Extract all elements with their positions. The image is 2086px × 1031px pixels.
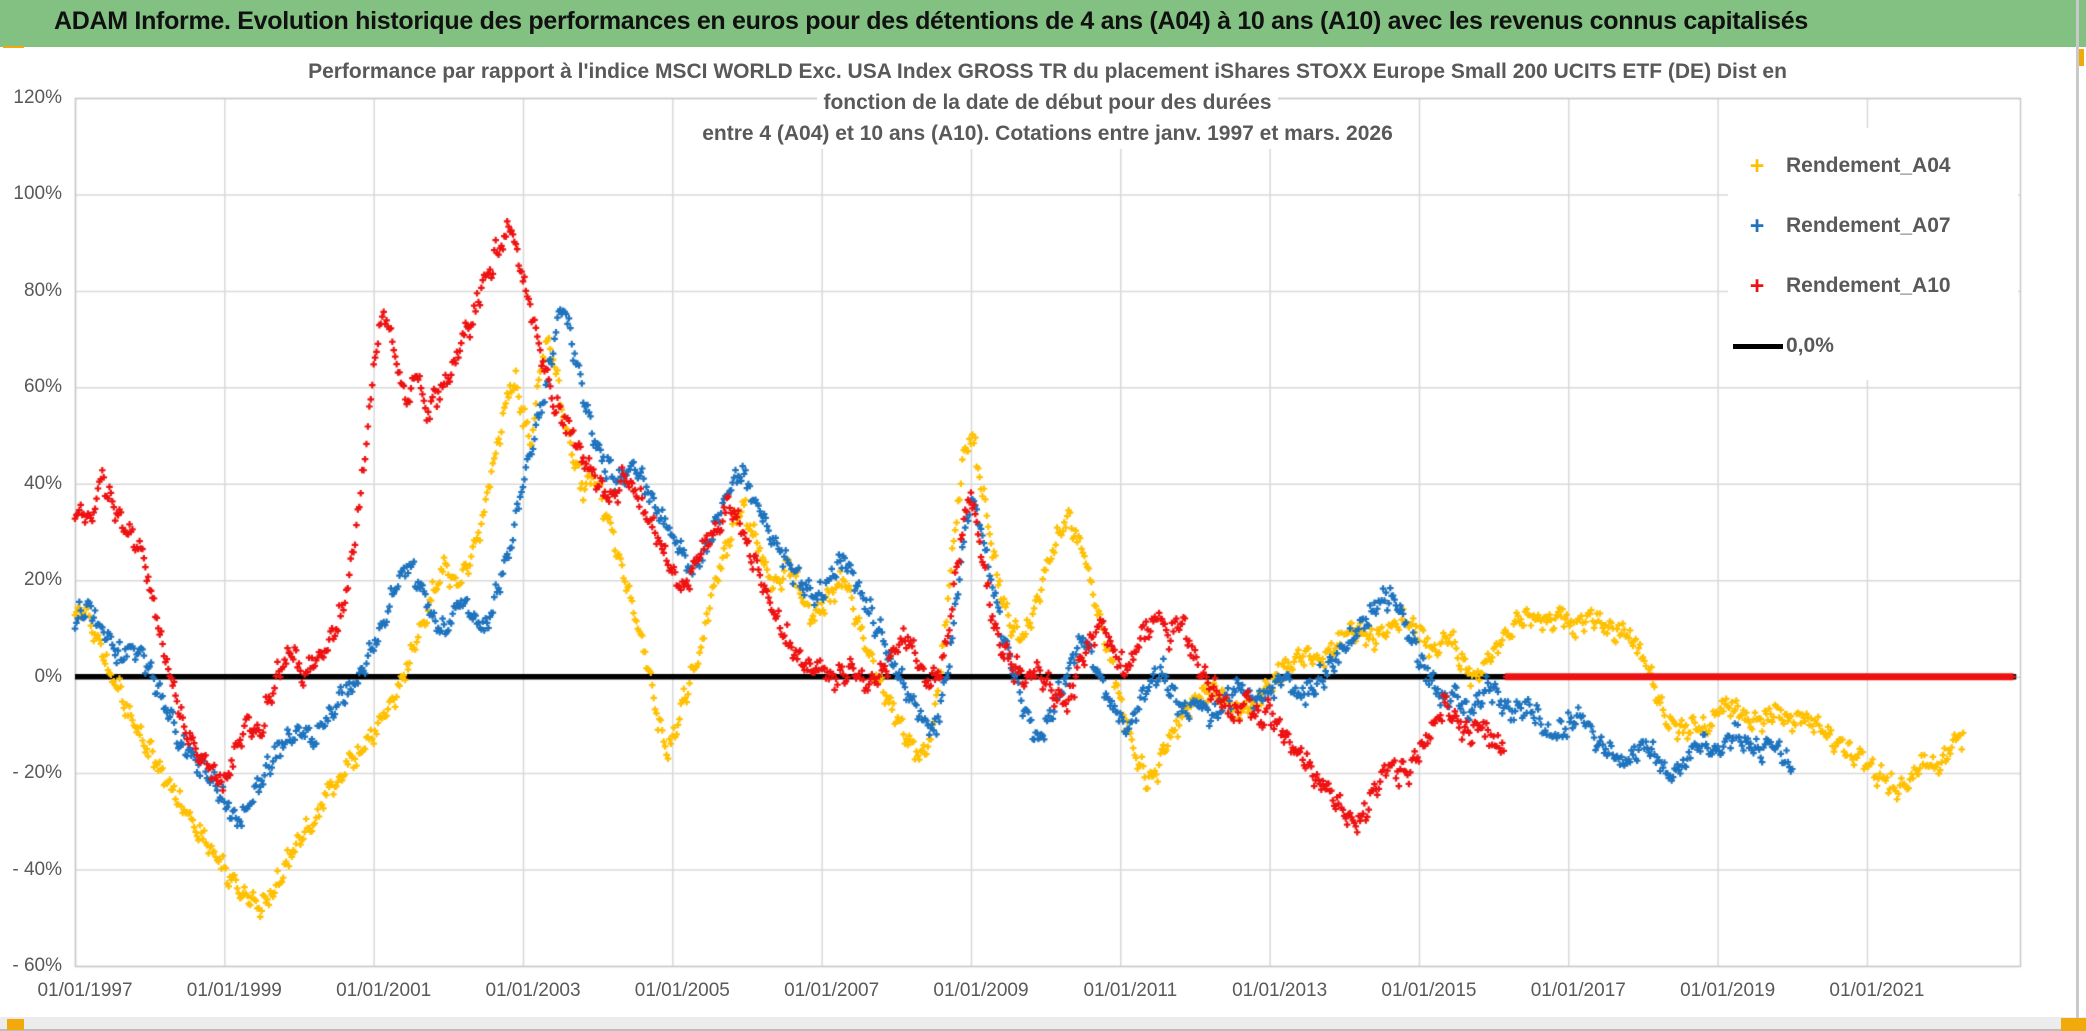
legend-label: Rendement_A04	[1786, 154, 1951, 177]
x-axis-label: 01/01/2001	[336, 980, 432, 1001]
header-bar: ADAM Informe. Evolution historique des p…	[0, 0, 2086, 47]
x-axis-label: 01/01/1997	[37, 980, 133, 1001]
corner-accent-bottom-right	[2061, 1018, 2086, 1031]
chart-title: Performance par rapport à l'indice MSCI …	[75, 56, 2020, 149]
x-axis-label: 01/01/2017	[1530, 980, 1626, 1001]
y-axis-label: 20%	[23, 569, 62, 591]
chart-title-line-3: entre 4 (A04) et 10 ans (A10). Cotations…	[696, 118, 1399, 149]
zero-line-swatch-icon	[1733, 343, 1783, 349]
x-axis-label: 01/01/1999	[186, 980, 282, 1001]
x-axis-label: 01/01/2019	[1680, 980, 1776, 1001]
y-axis: 120% 100% 80% 60% 40% 20% 0% - 20% - 40% - 60%	[0, 48, 66, 1018]
legend-label: Rendement_A07	[1786, 214, 1951, 237]
y-axis-label: 40%	[23, 472, 62, 494]
x-axis: 01/01/1997 01/01/1999 01/01/2001 01/01/2003…	[0, 48, 2076, 1018]
legend-item[interactable]: + Rendement_A04	[1728, 136, 2018, 196]
x-axis-label: 01/01/2015	[1381, 980, 1477, 1001]
x-axis-label: 01/01/2013	[1232, 980, 1328, 1001]
plus-marker-icon: +	[1749, 271, 1765, 300]
y-axis-label: - 60%	[12, 955, 62, 976]
x-axis-label: 01/01/2021	[1829, 980, 1925, 1001]
chart-title-line-2: fonction de la date de début pour des du…	[817, 87, 1278, 118]
chart-title-line-1: Performance par rapport à l'indice MSCI …	[302, 56, 1793, 87]
y-axis-label: 100%	[13, 183, 62, 205]
legend-label: Rendement_A10	[1786, 274, 1951, 297]
y-axis-label: 80%	[23, 279, 62, 301]
plus-marker-icon: +	[1749, 211, 1765, 240]
y-axis-label: 60%	[23, 376, 62, 398]
x-axis-label: 01/01/2011	[1083, 980, 1178, 1001]
chart-legend[interactable]: + Rendement_A04 + Rendement_A07 + Rendement_A…	[1728, 128, 2018, 380]
plus-marker-icon: +	[1749, 151, 1765, 180]
scrollbar-thumb-left[interactable]	[7, 1019, 24, 1030]
window-right-border	[2076, 0, 2079, 1031]
header-title: ADAM Informe. Evolution historique des p…	[54, 7, 1808, 35]
y-axis-label: - 20%	[12, 762, 62, 784]
legend-item[interactable]: 0,0%	[1728, 316, 2018, 376]
legend-label: 0,0%	[1786, 334, 1834, 357]
y-axis-label: 120%	[13, 87, 62, 108]
legend-item[interactable]: + Rendement_A07	[1728, 196, 2018, 256]
horizontal-scrollbar[interactable]	[0, 1017, 2086, 1031]
y-axis-label: 0%	[34, 665, 62, 687]
x-axis-label: 01/01/2009	[933, 980, 1029, 1001]
x-axis-label: 01/01/2005	[634, 980, 730, 1001]
x-axis-label: 01/01/2007	[784, 980, 880, 1001]
legend-item[interactable]: + Rendement_A10	[1728, 256, 2018, 316]
x-axis-label: 01/01/2003	[485, 980, 581, 1001]
y-axis-label: - 40%	[12, 858, 62, 880]
chart-region[interactable]: Performance par rapport à l'indice MSCI …	[0, 48, 2076, 1018]
